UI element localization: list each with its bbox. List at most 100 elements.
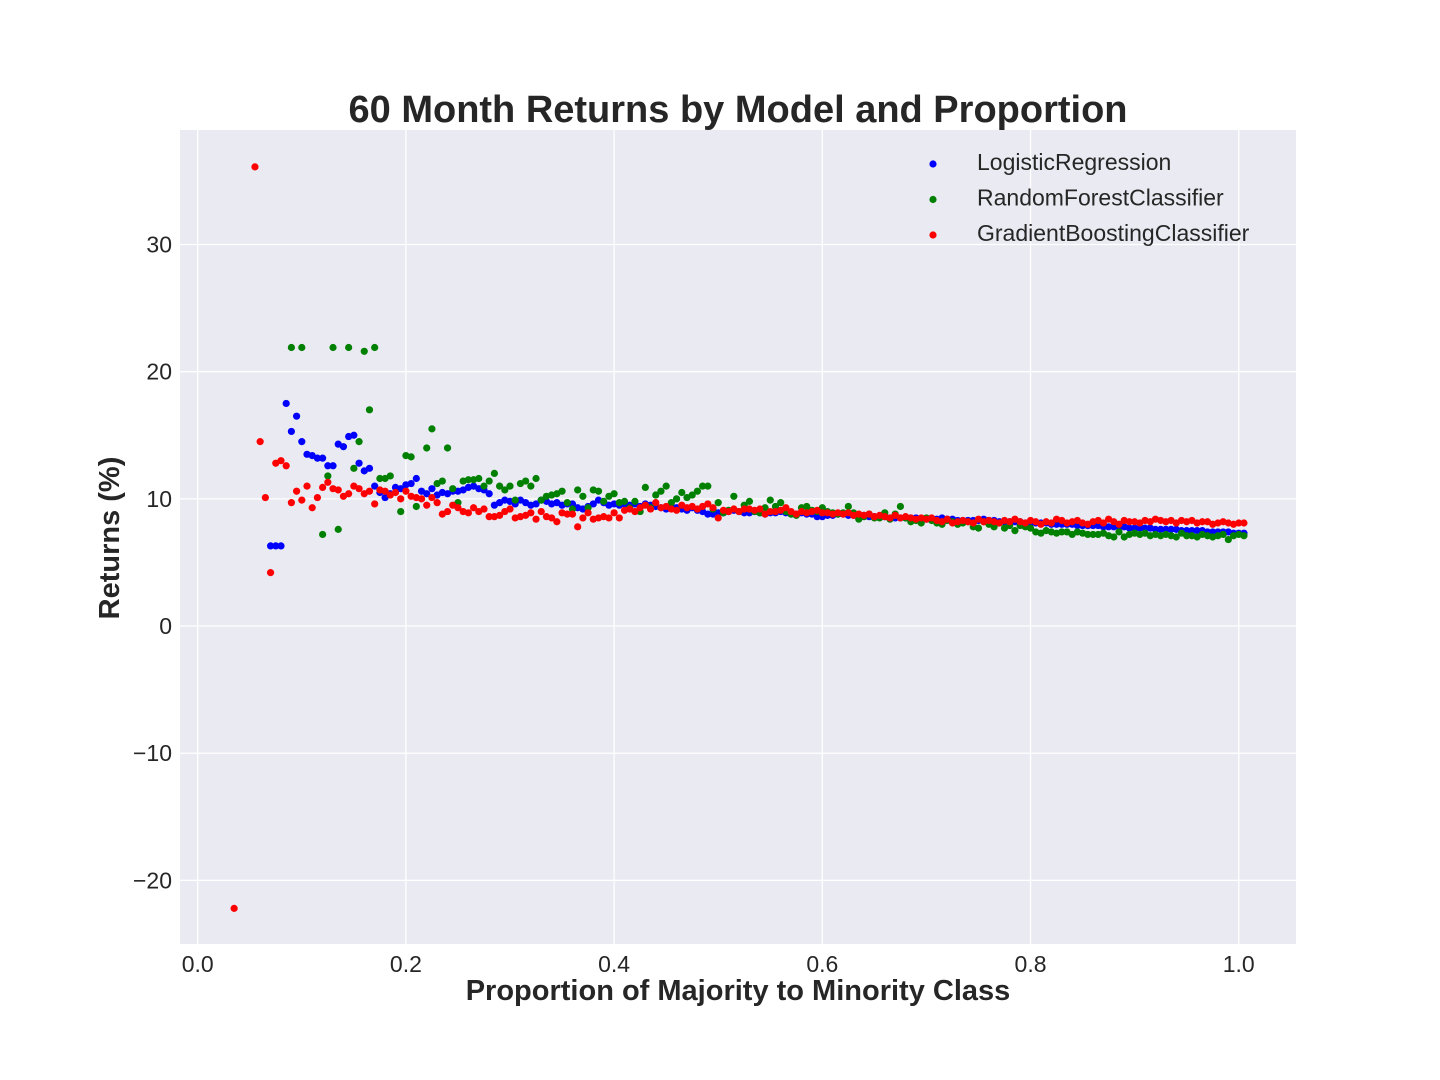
data-point [641, 501, 649, 509]
data-point [365, 487, 374, 495]
data-point [1026, 524, 1035, 532]
data-point [1219, 530, 1227, 539]
data-point [652, 491, 660, 499]
data-point [334, 486, 342, 494]
data-point [350, 464, 358, 472]
data-point [412, 502, 420, 511]
data-point [766, 496, 774, 504]
data-point [501, 486, 509, 494]
data-point [1047, 519, 1055, 527]
legend-marker [929, 195, 937, 204]
data-point [423, 501, 431, 509]
y-tick-label: −10 [133, 740, 172, 766]
data-point [714, 499, 722, 507]
data-point [615, 514, 623, 522]
data-point [1151, 525, 1160, 533]
data-point [1198, 518, 1206, 526]
data-point [355, 485, 363, 493]
data-point [397, 495, 405, 503]
data-point [1162, 525, 1170, 533]
data-point [782, 504, 790, 512]
data-point [443, 507, 452, 516]
data-point [704, 500, 712, 508]
data-point [454, 504, 462, 512]
data-point [537, 507, 545, 516]
data-point [319, 454, 327, 462]
data-point [391, 488, 400, 497]
data-point [339, 443, 348, 451]
data-point [428, 485, 436, 493]
data-point [641, 483, 649, 491]
data-point [303, 482, 311, 490]
y-tick-label: −20 [133, 867, 172, 893]
data-point [537, 496, 545, 504]
data-point [313, 454, 322, 462]
x-axis-label: Proportion of Majority to Minority Class [466, 975, 1011, 1007]
legend: LogisticRegression RandomForestClassifier… [929, 149, 1250, 246]
data-point [693, 487, 701, 495]
data-point [324, 462, 332, 470]
data-point [381, 487, 389, 495]
data-point [506, 482, 514, 490]
data-point [371, 482, 379, 490]
data-point [292, 487, 301, 495]
data-point [298, 496, 306, 504]
data-point [287, 499, 295, 507]
y-tick-label: 20 [146, 359, 172, 385]
data-point [803, 502, 811, 511]
data-point [584, 504, 592, 512]
data-point [745, 497, 754, 505]
data-point [1125, 518, 1134, 526]
data-point [943, 515, 951, 523]
data-point [277, 542, 285, 550]
data-point [1110, 533, 1118, 541]
y-tick-label: 30 [146, 231, 172, 257]
data-point [319, 483, 327, 491]
data-point [402, 487, 410, 495]
data-point [704, 482, 712, 490]
data-point [1209, 528, 1217, 536]
data-point [266, 542, 275, 550]
data-point [345, 343, 353, 352]
x-tick-label: 0.4 [598, 951, 630, 977]
data-point [428, 425, 436, 433]
data-point [428, 493, 436, 502]
data-point [1115, 520, 1123, 528]
data-point [646, 505, 655, 513]
data-point [1183, 532, 1191, 540]
data-point [266, 569, 275, 577]
data-point [464, 509, 472, 517]
data-point [376, 474, 384, 483]
data-point [433, 499, 441, 507]
data-point [251, 163, 259, 171]
data-point [730, 492, 738, 500]
chart-title: 60 Month Returns by Model and Proportion [349, 89, 1128, 131]
data-point [1058, 528, 1066, 536]
data-point [1099, 519, 1108, 527]
data-point [714, 514, 722, 522]
data-point [631, 497, 639, 505]
data-point [443, 444, 452, 452]
data-point [475, 474, 483, 483]
data-point [589, 500, 597, 508]
data-point [282, 399, 290, 408]
data-point [485, 490, 493, 498]
data-point [1172, 533, 1180, 541]
data-point [485, 477, 493, 485]
data-point [844, 502, 852, 511]
data-point [532, 515, 540, 523]
data-point [568, 510, 577, 518]
data-point [548, 514, 556, 522]
data-point [610, 490, 618, 498]
data-point [662, 482, 670, 490]
data-point [704, 510, 712, 518]
data-point [298, 438, 306, 446]
data-point [563, 499, 571, 507]
x-tick-label: 0.8 [1015, 951, 1047, 977]
y-tick-label: 10 [146, 486, 172, 512]
data-point [324, 472, 332, 480]
data-point [672, 495, 681, 503]
data-point [365, 464, 374, 472]
data-point [324, 478, 332, 486]
data-point [365, 406, 374, 414]
